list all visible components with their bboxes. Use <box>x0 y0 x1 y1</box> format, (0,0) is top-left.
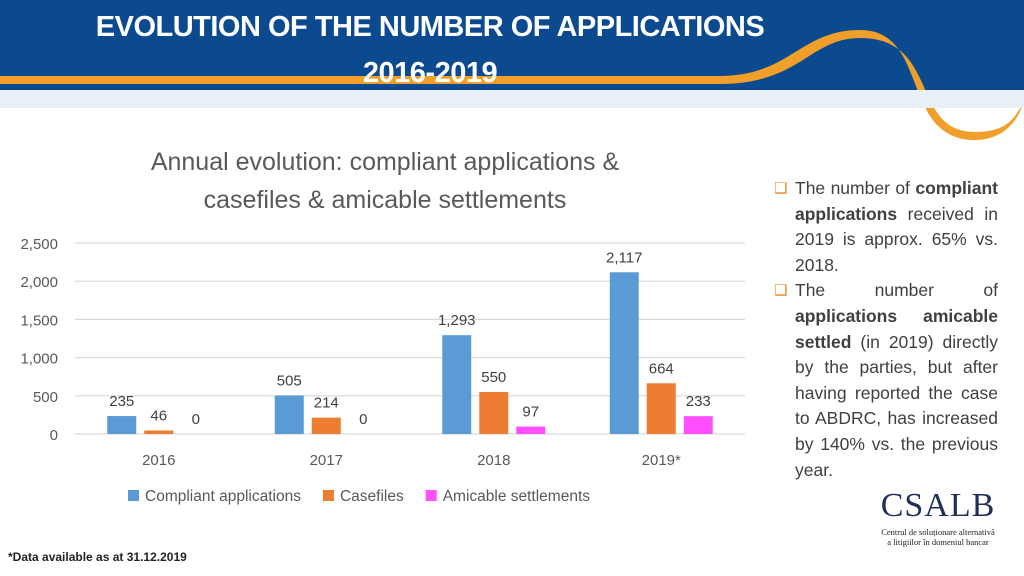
x-tick-label: 2017 <box>310 452 343 469</box>
data-label: 2,117 <box>606 249 642 266</box>
note-1-bold: compliant applications <box>795 178 998 224</box>
legend-label: Compliant applications <box>145 488 301 505</box>
data-label: 235 <box>109 393 134 410</box>
chart-title-line2: casefiles & amicable settlements <box>203 186 567 214</box>
x-tick-label: 2016 <box>142 452 175 469</box>
y-tick-label: 2,000 <box>20 274 58 291</box>
note-2-post: (in 2019) directly by the parties, but a… <box>795 331 998 480</box>
bar <box>144 430 174 434</box>
legend-swatch <box>322 490 334 501</box>
page-title: EVOLUTION OF THE NUMBER OF APPLICATIONS … <box>40 4 820 96</box>
page-title-line1: EVOLUTION OF THE NUMBER OF APPLICATIONS <box>95 11 765 43</box>
y-tick-label: 1,000 <box>20 351 58 368</box>
data-label: 46 <box>150 407 167 424</box>
checkbox-bullet-icon: ❑ <box>774 282 788 300</box>
bar <box>516 426 546 434</box>
y-axis-ticks: 0 500 1,000 1,500 2,000 2,500 <box>20 236 58 444</box>
csalb-logo: CSALB Centrul de soluționare alternativă… <box>868 485 1008 555</box>
side-notes: ❑ The number of compliant applications r… <box>774 176 998 483</box>
y-tick-label: 500 <box>33 389 58 406</box>
logo-subtitle-line1: Centrul de soluționare alternativă <box>881 527 995 537</box>
chart-title-line1: Annual evolution: compliant applications… <box>150 148 620 176</box>
y-tick-label: 2,500 <box>20 236 58 253</box>
header-shape <box>0 0 1024 140</box>
note-bullet-1: ❑ The number of compliant applications r… <box>774 176 998 278</box>
header-band: EVOLUTION OF THE NUMBER OF APPLICATIONS … <box>0 0 1024 140</box>
data-label: 505 <box>277 372 302 389</box>
data-label: 214 <box>314 395 339 412</box>
bar <box>442 335 472 434</box>
note-text-1: The number of compliant applications rec… <box>795 176 998 278</box>
data-label: 550 <box>481 369 506 386</box>
note-text-2: The number of applications amicable sett… <box>795 278 998 483</box>
y-tick-label: 0 <box>50 427 58 444</box>
legend-swatch <box>128 490 139 501</box>
header-background <box>0 0 1024 90</box>
bar-chart: 0 500 1,000 1,500 2,000 2,500 235 46 0 505 214 0 1,… <box>20 236 745 505</box>
page-title-line2: 2016-2019 <box>362 57 498 89</box>
footnote: *Data available as at 31.12.2019 <box>8 550 187 564</box>
legend-label: Amicable settlements <box>443 488 591 505</box>
data-label: 1,293 <box>438 312 476 329</box>
logo-name: CSALB <box>880 487 996 524</box>
legend: Compliant applications Casefiles Amicable … <box>128 488 590 505</box>
bar <box>683 416 713 434</box>
bar <box>274 395 304 434</box>
note-bullet-2: ❑ The number of applications amicable se… <box>774 278 998 483</box>
x-tick-label: 2018 <box>477 452 510 469</box>
bar <box>107 416 137 434</box>
bars-layer <box>107 272 713 434</box>
bar <box>479 391 509 434</box>
header-shadow-strip <box>0 90 1024 108</box>
y-tick-label: 1,500 <box>20 312 58 329</box>
data-label: 0 <box>192 411 200 428</box>
data-labels-layer: 235 46 0 505 214 0 1,293 550 97 2,117 664 233 <box>109 249 711 428</box>
data-label: 0 <box>359 411 367 428</box>
note-1-post: received in 2019 is approx. 65% vs. 2018… <box>795 203 998 275</box>
bar <box>311 417 341 434</box>
data-label: 233 <box>686 393 711 410</box>
checkbox-bullet-icon: ❑ <box>774 180 788 197</box>
x-tick-label: 2019* <box>642 452 681 469</box>
chart-title: Annual evolution: compliant applications… <box>100 143 670 219</box>
data-label: 97 <box>522 404 539 421</box>
legend-label: Casefiles <box>340 488 404 505</box>
x-axis-ticks: 2016 2017 2018 2019* <box>142 452 681 469</box>
bar <box>609 272 639 434</box>
grid-layer <box>75 242 745 435</box>
legend-swatch <box>425 490 437 501</box>
note-1-pre: The number of <box>795 178 910 198</box>
bar <box>646 383 676 434</box>
data-label: 664 <box>649 360 674 377</box>
note-2-pre: The number of <box>795 280 998 301</box>
note-2-bold: applications amicable settled <box>795 305 998 352</box>
logo-subtitle-line2: a litigiilor în domeniul bancar <box>887 537 989 547</box>
